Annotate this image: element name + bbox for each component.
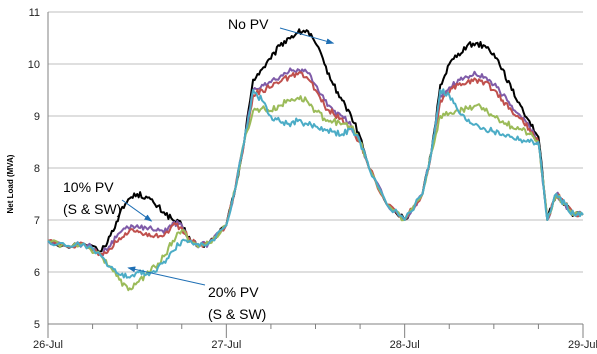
annotation-sublabel-1: (S & SW) (63, 201, 121, 217)
y-tick-label-5: 5 (34, 319, 40, 331)
annotation-arrow-0 (279, 27, 335, 45)
annotation-label-2: 20% PV (208, 284, 259, 300)
series-lines (47, 28, 584, 292)
y-tick-label-9: 9 (34, 111, 40, 123)
annotations: No PV 10% PV (S & SW) 20% PV (S & SW) (63, 16, 335, 322)
x-tick-label-26-Jul: 26-Jul (33, 339, 63, 351)
annotation-label-1: 10% PV (63, 179, 114, 195)
axes: 5 6 7 8 9 10 11 26-Jul 27-Jul 28-Jul 29-Jul (28, 7, 597, 351)
series-line-4 (47, 88, 584, 279)
y-tick-label-11: 11 (29, 7, 40, 19)
y-tick-label-7: 7 (34, 215, 40, 227)
annotation-label-0: No PV (228, 16, 269, 32)
y-tick-label-10: 10 (28, 59, 40, 71)
series-line-3 (47, 95, 584, 292)
y-axis-label: Net Load (MVA) (6, 154, 15, 213)
annotation-arrow-2 (127, 266, 206, 286)
series-line-1 (47, 67, 584, 257)
series-line-2 (47, 71, 584, 257)
y-tick-label-8: 8 (34, 163, 40, 175)
x-tick-label-28-Jul: 28-Jul (390, 339, 420, 351)
annotation-sublabel-2: (S & SW) (208, 306, 266, 322)
x-tick-label-27-Jul: 27-Jul (211, 339, 241, 351)
x-tick-label-29-Jul: 29-Jul (568, 339, 597, 351)
y-tick-label-6: 6 (34, 267, 40, 279)
series-line-0 (47, 28, 584, 253)
gridlines (48, 11, 583, 273)
annotation-arrow-1 (121, 199, 153, 222)
